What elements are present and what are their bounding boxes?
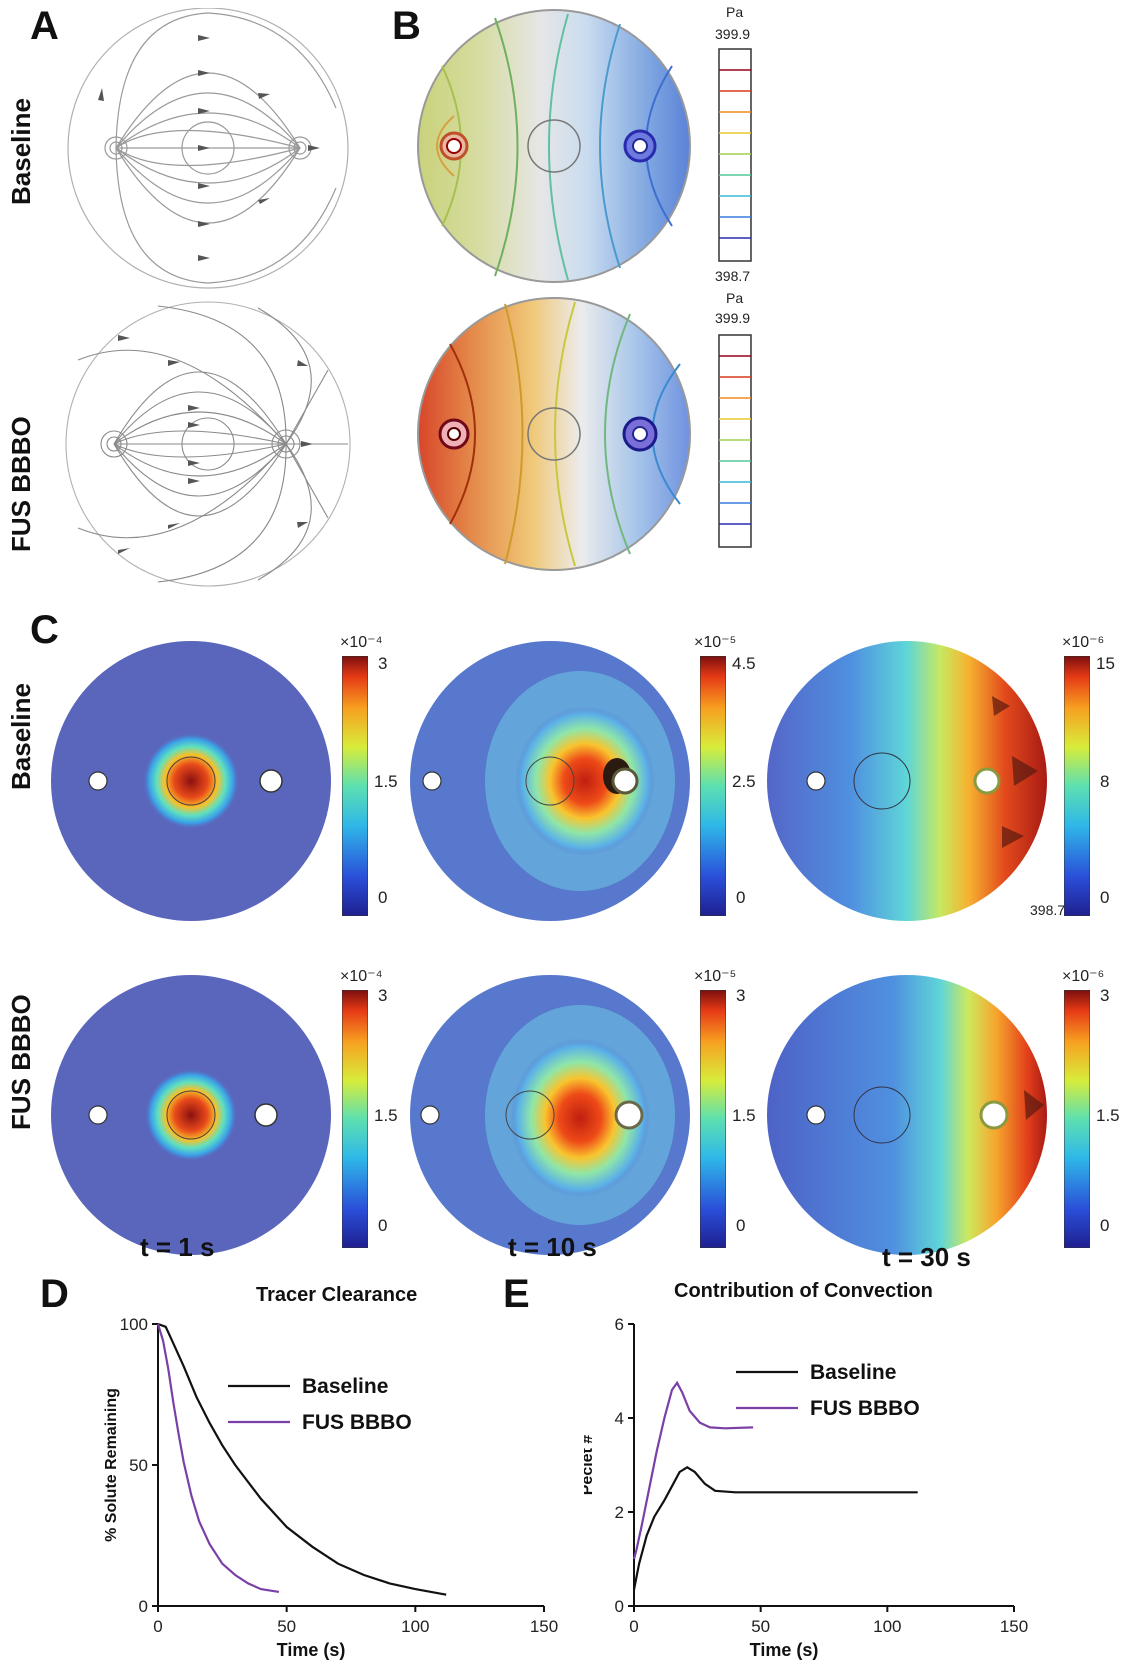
chart-e-legend-label: Baseline [810, 1361, 896, 1384]
cb-c-f1-bar [342, 990, 368, 1248]
chart-d-ytick-label: 50 [129, 1456, 148, 1475]
chart-e-series-baseline [632, 1466, 918, 1590]
cb-c-b30-tick-top: 15 [1096, 654, 1115, 673]
chart-d-ytick-label: 100 [120, 1315, 148, 1334]
cb-c-b10-tick-bot: 0 [736, 888, 746, 907]
cb-c-b1-tick-bot: 0 [378, 888, 388, 907]
cb-c-f30-tick-top: 3 [1100, 986, 1110, 1005]
cb-c-f1-scale: ×10⁻⁴ [340, 968, 383, 985]
panel-b-pressure [417, 9, 691, 571]
chart-e-title: Contribution of Convection [674, 1280, 933, 1302]
cb-c-b30-bar [1064, 656, 1090, 916]
time-label-10s: t = 10 s [508, 1232, 597, 1262]
cb-c-b10-tick-mid: 2.5 [732, 772, 756, 791]
panel-a-baseline-arrows [98, 35, 320, 261]
chart-d-xlabel: Time (s) [277, 1640, 346, 1660]
cb-c-b1-tick-top: 3 [378, 654, 388, 673]
cb-c-f1-tick-top: 3 [378, 986, 388, 1005]
cb-b-fus-unit: Pa [726, 290, 744, 306]
chart-e-xtick-label: 0 [629, 1617, 638, 1636]
chart-d-series-baseline [157, 1322, 447, 1596]
panel-a-streamlines [65, 8, 351, 587]
c-baseline-t1 [51, 641, 331, 921]
cb-c-b30-tick-bot: 0 [1100, 888, 1110, 907]
chart-e-xtick-label: 150 [1000, 1617, 1028, 1636]
cb-c-f30-scale: ×10⁻⁶ [1062, 968, 1105, 985]
cb-b-fus-top: 399.9 [715, 310, 751, 326]
chart-e-ylabel: Peclet # [584, 1435, 596, 1496]
cb-c-b1-scale: ×10⁻⁴ [340, 634, 383, 651]
cb-c-f10-tick-mid: 1.5 [732, 1106, 756, 1125]
c-fus-t10 [410, 975, 690, 1255]
cb-c-f10-tick-bot: 0 [736, 1216, 746, 1235]
cb-c-f1-tick-bot: 0 [378, 1216, 388, 1235]
chart-d-series-fus-bbbo [156, 1323, 280, 1593]
chart-d-xtick-label: 150 [530, 1617, 558, 1636]
cb-b-baseline-top: 399.9 [715, 26, 751, 42]
cb-c-b30-scale: ×10⁻⁶ [1062, 634, 1105, 651]
chart-d-title: Tracer Clearance [256, 1284, 418, 1306]
cb-b-baseline-unit: Pa [726, 4, 744, 20]
cb-c-f30-tick-mid: 1.5 [1096, 1106, 1120, 1125]
cb-c-f30-tick-bot: 0 [1100, 1216, 1110, 1235]
chart-e-ytick-label: 2 [615, 1503, 624, 1522]
cb-c-f10-scale: ×10⁻⁵ [694, 968, 737, 985]
panel-letter-a: A [30, 4, 59, 48]
chart-e-series-fus-bbbo [632, 1380, 754, 1560]
panel-b-baseline [417, 9, 691, 283]
c-fus-t30 [767, 975, 1047, 1255]
time-label-1s: t = 1 s [140, 1232, 215, 1262]
chart-e-ytick-label: 4 [615, 1409, 624, 1428]
chart-d-legend-label: Baseline [302, 1375, 388, 1398]
panel-b-fus [417, 297, 691, 571]
c-baseline-t30 [767, 641, 1047, 921]
row-label-fus-ab: FUS BBBO [6, 416, 36, 552]
cb-c-b30-tick-mid: 8 [1100, 772, 1110, 791]
row-label-baseline-ab: Baseline [6, 98, 36, 205]
panel-letter-b: B [392, 4, 421, 48]
chart-e-legend-label: FUS BBBO [810, 1397, 920, 1420]
cb-c-f10-tick-top: 3 [736, 986, 746, 1005]
cb-b-baseline-bar [718, 48, 752, 262]
chart-e-ytick-label: 6 [615, 1315, 624, 1334]
chart-d-legend-label: FUS BBBO [302, 1411, 412, 1434]
cb-c-b10-tick-top: 4.5 [732, 654, 756, 673]
panel-letter-d: D [40, 1272, 69, 1316]
panel-a-baseline [67, 8, 349, 289]
cb-c-b1-tick-mid: 1.5 [374, 772, 398, 791]
chart-e: 0 50 100 150 0 2 4 6 Time (s) Peclet # Baseline FUS… [584, 1315, 1028, 1660]
chart-d-ytick-label: 0 [139, 1597, 148, 1616]
chart-d-xtick-label: 100 [401, 1617, 429, 1636]
c-fus-t1 [51, 975, 331, 1255]
chart-e-xlabel: Time (s) [750, 1640, 819, 1660]
time-label-30s: t = 30 s [882, 1242, 971, 1272]
panel-a-fus [65, 301, 351, 587]
c-baseline-t10 [410, 641, 690, 921]
panel-letter-e: E [503, 1272, 530, 1316]
chart-e-xtick-label: 100 [873, 1617, 901, 1636]
cb-b-baseline-bottom: 398.7 [715, 268, 751, 284]
cb-c-b10-scale: ×10⁻⁵ [694, 634, 737, 651]
row-label-baseline-c: Baseline [6, 683, 36, 790]
chart-d-xtick-label: 0 [153, 1617, 162, 1636]
cb-b-fus-bar [718, 334, 752, 548]
cb-c-b1-bar [342, 656, 368, 916]
cb-c-f30-bar [1064, 990, 1090, 1248]
panel-a-fus-arrows [118, 335, 313, 554]
chart-e-xtick-label: 50 [751, 1617, 770, 1636]
chart-d: 0 50 100 150 0 50 100 Time (s) % Solute Remainin… [103, 1315, 558, 1660]
cb-c-f10-bar [700, 990, 726, 1248]
cb-c-f1-tick-mid: 1.5 [374, 1106, 398, 1125]
cb-c-b30-extra: 398.7 [1030, 902, 1066, 918]
panel-letter-c: C [30, 608, 59, 652]
cb-c-b10-bar [700, 656, 726, 916]
chart-d-ylabel: % Solute Remaining [103, 1388, 120, 1542]
chart-e-ytick-label: 0 [615, 1597, 624, 1616]
row-label-fus-c: FUS BBBO [6, 994, 36, 1130]
chart-d-xtick-label: 50 [277, 1617, 296, 1636]
